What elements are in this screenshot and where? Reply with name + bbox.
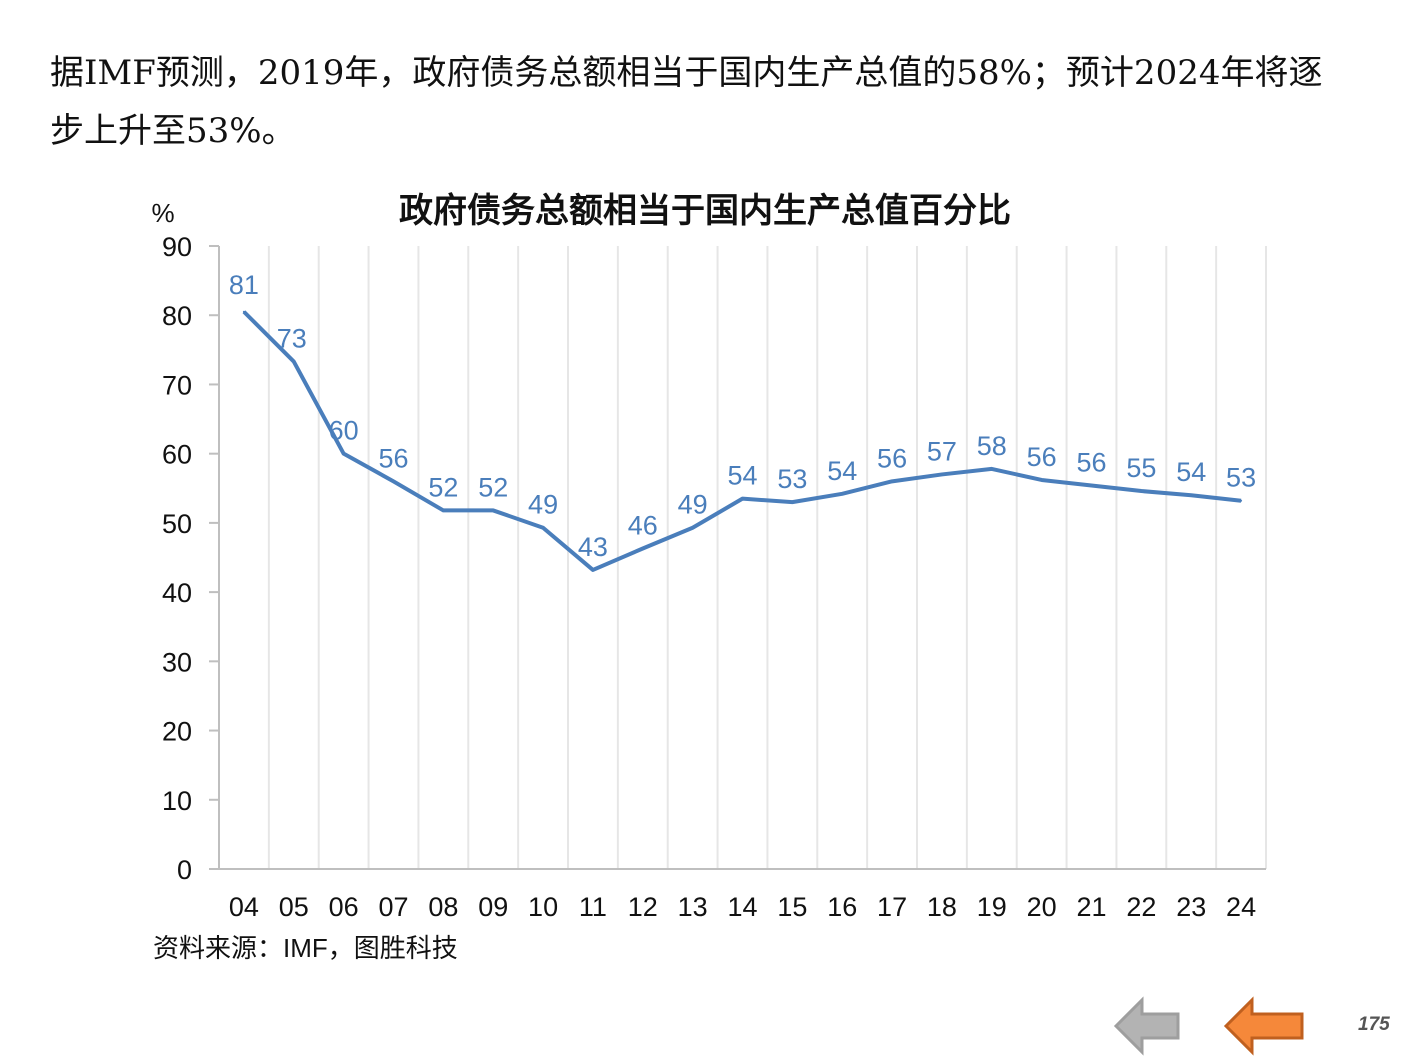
x-tick-label: 22 bbox=[1126, 892, 1156, 922]
y-tick-label: 30 bbox=[162, 647, 192, 677]
data-point bbox=[442, 509, 445, 512]
data-point bbox=[542, 526, 545, 529]
x-tick-label: 06 bbox=[329, 892, 359, 922]
data-point bbox=[641, 547, 644, 550]
data-label: 43 bbox=[578, 532, 608, 562]
intro-text: 据IMF预测，2019年，政府债务总额相当于国内生产总值的58%；预计2024年… bbox=[50, 53, 1323, 151]
x-tick-label: 24 bbox=[1226, 892, 1256, 922]
data-label: 73 bbox=[277, 324, 307, 354]
data-point bbox=[1040, 478, 1043, 481]
y-tick-label: 0 bbox=[177, 855, 192, 885]
data-label: 56 bbox=[877, 443, 907, 473]
y-tick-label: 60 bbox=[162, 440, 192, 470]
data-point bbox=[691, 526, 694, 529]
data-label: 52 bbox=[478, 472, 508, 502]
data-label: 54 bbox=[727, 461, 757, 491]
x-tick-label: 11 bbox=[579, 892, 607, 922]
x-tick-label: 20 bbox=[1027, 892, 1057, 922]
data-point bbox=[891, 480, 894, 483]
data-point bbox=[990, 467, 993, 470]
x-tick-label: 14 bbox=[727, 892, 757, 922]
data-point bbox=[940, 473, 943, 476]
data-point bbox=[741, 497, 744, 500]
data-label: 46 bbox=[628, 511, 658, 541]
data-label: 55 bbox=[1126, 453, 1156, 483]
y-tick-label: 80 bbox=[162, 301, 192, 331]
data-point bbox=[791, 501, 794, 504]
arrow-left-gray-icon[interactable] bbox=[1112, 996, 1182, 1056]
data-label: 53 bbox=[1226, 463, 1256, 493]
x-tick-label: 16 bbox=[827, 892, 857, 922]
data-point bbox=[392, 480, 395, 483]
data-point bbox=[1240, 499, 1243, 502]
x-tick-label: 07 bbox=[378, 892, 408, 922]
data-point bbox=[1190, 494, 1193, 497]
data-label: 54 bbox=[1176, 457, 1206, 487]
data-label: 58 bbox=[977, 431, 1007, 461]
x-tick-label: 08 bbox=[428, 892, 458, 922]
data-point bbox=[242, 310, 245, 313]
data-label: 49 bbox=[678, 490, 708, 520]
x-tick-label: 15 bbox=[777, 892, 807, 922]
x-tick-label: 04 bbox=[229, 892, 259, 922]
data-label: 57 bbox=[927, 436, 957, 466]
page-number: 175 bbox=[1358, 1014, 1390, 1035]
x-tick-label: 19 bbox=[977, 892, 1007, 922]
data-point bbox=[841, 492, 844, 495]
chart-title: 政府债务总额相当于国内生产总值百分比 bbox=[399, 191, 1011, 231]
x-tick-label: 05 bbox=[279, 892, 309, 922]
x-tick-label: 17 bbox=[877, 892, 907, 922]
y-tick-label: 90 bbox=[162, 232, 192, 262]
y-axis-unit: % bbox=[151, 198, 174, 228]
data-label: 56 bbox=[1027, 442, 1057, 472]
data-point bbox=[1140, 490, 1143, 493]
data-point bbox=[292, 360, 295, 363]
y-tick-label: 70 bbox=[162, 370, 192, 400]
source-note: 资料来源：IMF，图胜科技 bbox=[153, 933, 458, 963]
data-label: 53 bbox=[777, 464, 807, 494]
y-tick-label: 50 bbox=[162, 509, 192, 539]
x-tick-label: 21 bbox=[1076, 892, 1106, 922]
data-point bbox=[1090, 484, 1093, 487]
x-tick-label: 10 bbox=[528, 892, 558, 922]
x-tick-label: 09 bbox=[478, 892, 508, 922]
x-tick-label: 18 bbox=[927, 892, 957, 922]
arrow-left-orange-icon[interactable] bbox=[1222, 996, 1308, 1056]
data-point bbox=[591, 568, 594, 571]
y-tick-label: 20 bbox=[162, 717, 192, 747]
y-tick-label: 10 bbox=[162, 786, 192, 816]
y-tick-label: 40 bbox=[162, 578, 192, 608]
x-tick-label: 13 bbox=[678, 892, 708, 922]
data-label: 49 bbox=[528, 490, 558, 520]
data-point bbox=[492, 509, 495, 512]
data-label: 54 bbox=[827, 456, 857, 486]
x-tick-label: 12 bbox=[628, 892, 658, 922]
data-label: 81 bbox=[229, 270, 259, 300]
data-line bbox=[242, 310, 1242, 572]
data-label: 56 bbox=[378, 443, 408, 473]
x-tick-label: 23 bbox=[1176, 892, 1206, 922]
data-label: 56 bbox=[1076, 448, 1106, 478]
data-point bbox=[342, 452, 345, 455]
data-label: 60 bbox=[329, 416, 359, 446]
data-label: 52 bbox=[428, 472, 458, 502]
